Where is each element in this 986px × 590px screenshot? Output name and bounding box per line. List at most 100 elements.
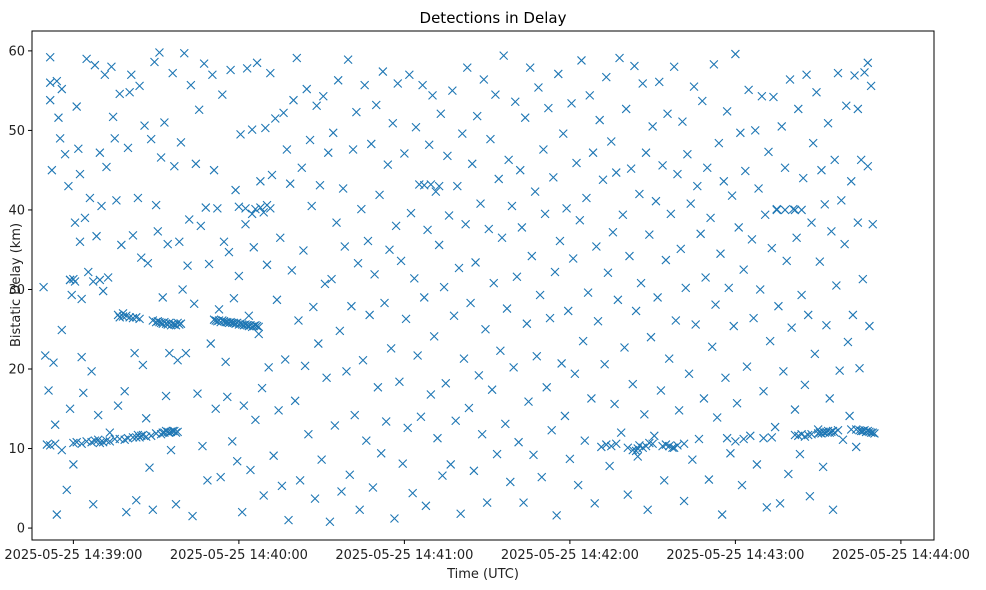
data-point (595, 115, 605, 125)
data-point (294, 316, 303, 325)
data-point (52, 76, 62, 86)
data-point (774, 301, 783, 311)
plot-frame (31, 30, 935, 541)
x-tick-label: 2025-05-25 14:40:00 (170, 548, 308, 563)
data-point (590, 499, 600, 508)
data-point (808, 138, 818, 148)
data-point (130, 348, 140, 358)
data-point (135, 81, 144, 91)
data-point (557, 359, 567, 368)
data-point (265, 68, 275, 78)
data-point (204, 259, 214, 269)
data-point (636, 278, 646, 288)
data-point (764, 147, 773, 157)
data-point (603, 268, 613, 278)
data-point (347, 301, 356, 311)
data-point (529, 450, 538, 460)
data-point (169, 161, 179, 171)
data-point (340, 242, 350, 251)
data-point (352, 107, 361, 117)
data-point (438, 471, 447, 480)
data-point (833, 68, 843, 78)
data-point (507, 201, 517, 211)
data-point (90, 436, 100, 445)
data-point (826, 427, 836, 437)
data-point (759, 433, 768, 443)
data-point (103, 273, 113, 282)
data-point (610, 399, 619, 409)
data-point (797, 205, 806, 215)
data-point (386, 343, 396, 353)
data-point (251, 415, 260, 425)
data-point (284, 515, 293, 525)
y-axis-ticks: 0 10 20 30 40 50 60 (8, 44, 32, 537)
data-point (865, 321, 874, 331)
data-point (183, 261, 192, 271)
data-point (543, 103, 553, 113)
data-point (133, 193, 143, 203)
data-point (729, 321, 739, 331)
data-point (863, 58, 873, 68)
data-point (260, 123, 270, 133)
data-point (338, 184, 348, 193)
data-point (141, 413, 151, 423)
data-point (249, 242, 259, 252)
data-point (820, 199, 830, 209)
data-point (75, 169, 85, 179)
data-point (843, 337, 853, 347)
data-point (433, 433, 442, 443)
data-point (376, 448, 386, 458)
data-point (527, 251, 537, 261)
data-point (795, 449, 805, 459)
data-point (481, 324, 490, 334)
data-point (125, 312, 135, 322)
data-point (476, 199, 485, 208)
data-point (378, 67, 388, 76)
data-point (451, 416, 461, 426)
data-point (828, 505, 838, 515)
data-point (110, 133, 120, 143)
data-point (434, 240, 444, 250)
data-point (323, 148, 333, 158)
data-point (558, 129, 568, 138)
data-point (548, 172, 558, 182)
data-point (64, 181, 73, 191)
data-point (504, 155, 514, 165)
data-point (297, 163, 307, 173)
data-point (782, 256, 792, 266)
data-point (299, 246, 308, 255)
data-point (371, 100, 381, 110)
data-point (628, 379, 638, 389)
data-point (474, 370, 484, 380)
data-point (72, 437, 82, 447)
data-point (689, 82, 699, 92)
data-point (270, 114, 280, 123)
data-point (681, 283, 691, 293)
data-point (251, 204, 260, 214)
data-point (85, 193, 95, 203)
data-point (780, 205, 790, 215)
data-point (616, 428, 626, 438)
data-point (426, 390, 436, 399)
data-point (767, 433, 777, 442)
data-point (95, 148, 105, 158)
data-point (850, 71, 859, 80)
data-point (858, 274, 868, 284)
data-point (727, 191, 737, 201)
data-point (649, 431, 659, 441)
data-point (70, 277, 80, 286)
data-point (212, 203, 222, 213)
data-point (550, 267, 560, 277)
data-point (499, 51, 509, 61)
data-point (539, 145, 548, 154)
data-point (678, 117, 687, 127)
data-point (418, 80, 427, 90)
data-point (274, 405, 283, 415)
data-point (44, 386, 53, 395)
data-point (497, 233, 507, 243)
data-point (383, 160, 393, 170)
data-point (408, 488, 418, 498)
data-point (80, 213, 90, 223)
data-point (545, 313, 555, 323)
data-point (92, 231, 101, 241)
